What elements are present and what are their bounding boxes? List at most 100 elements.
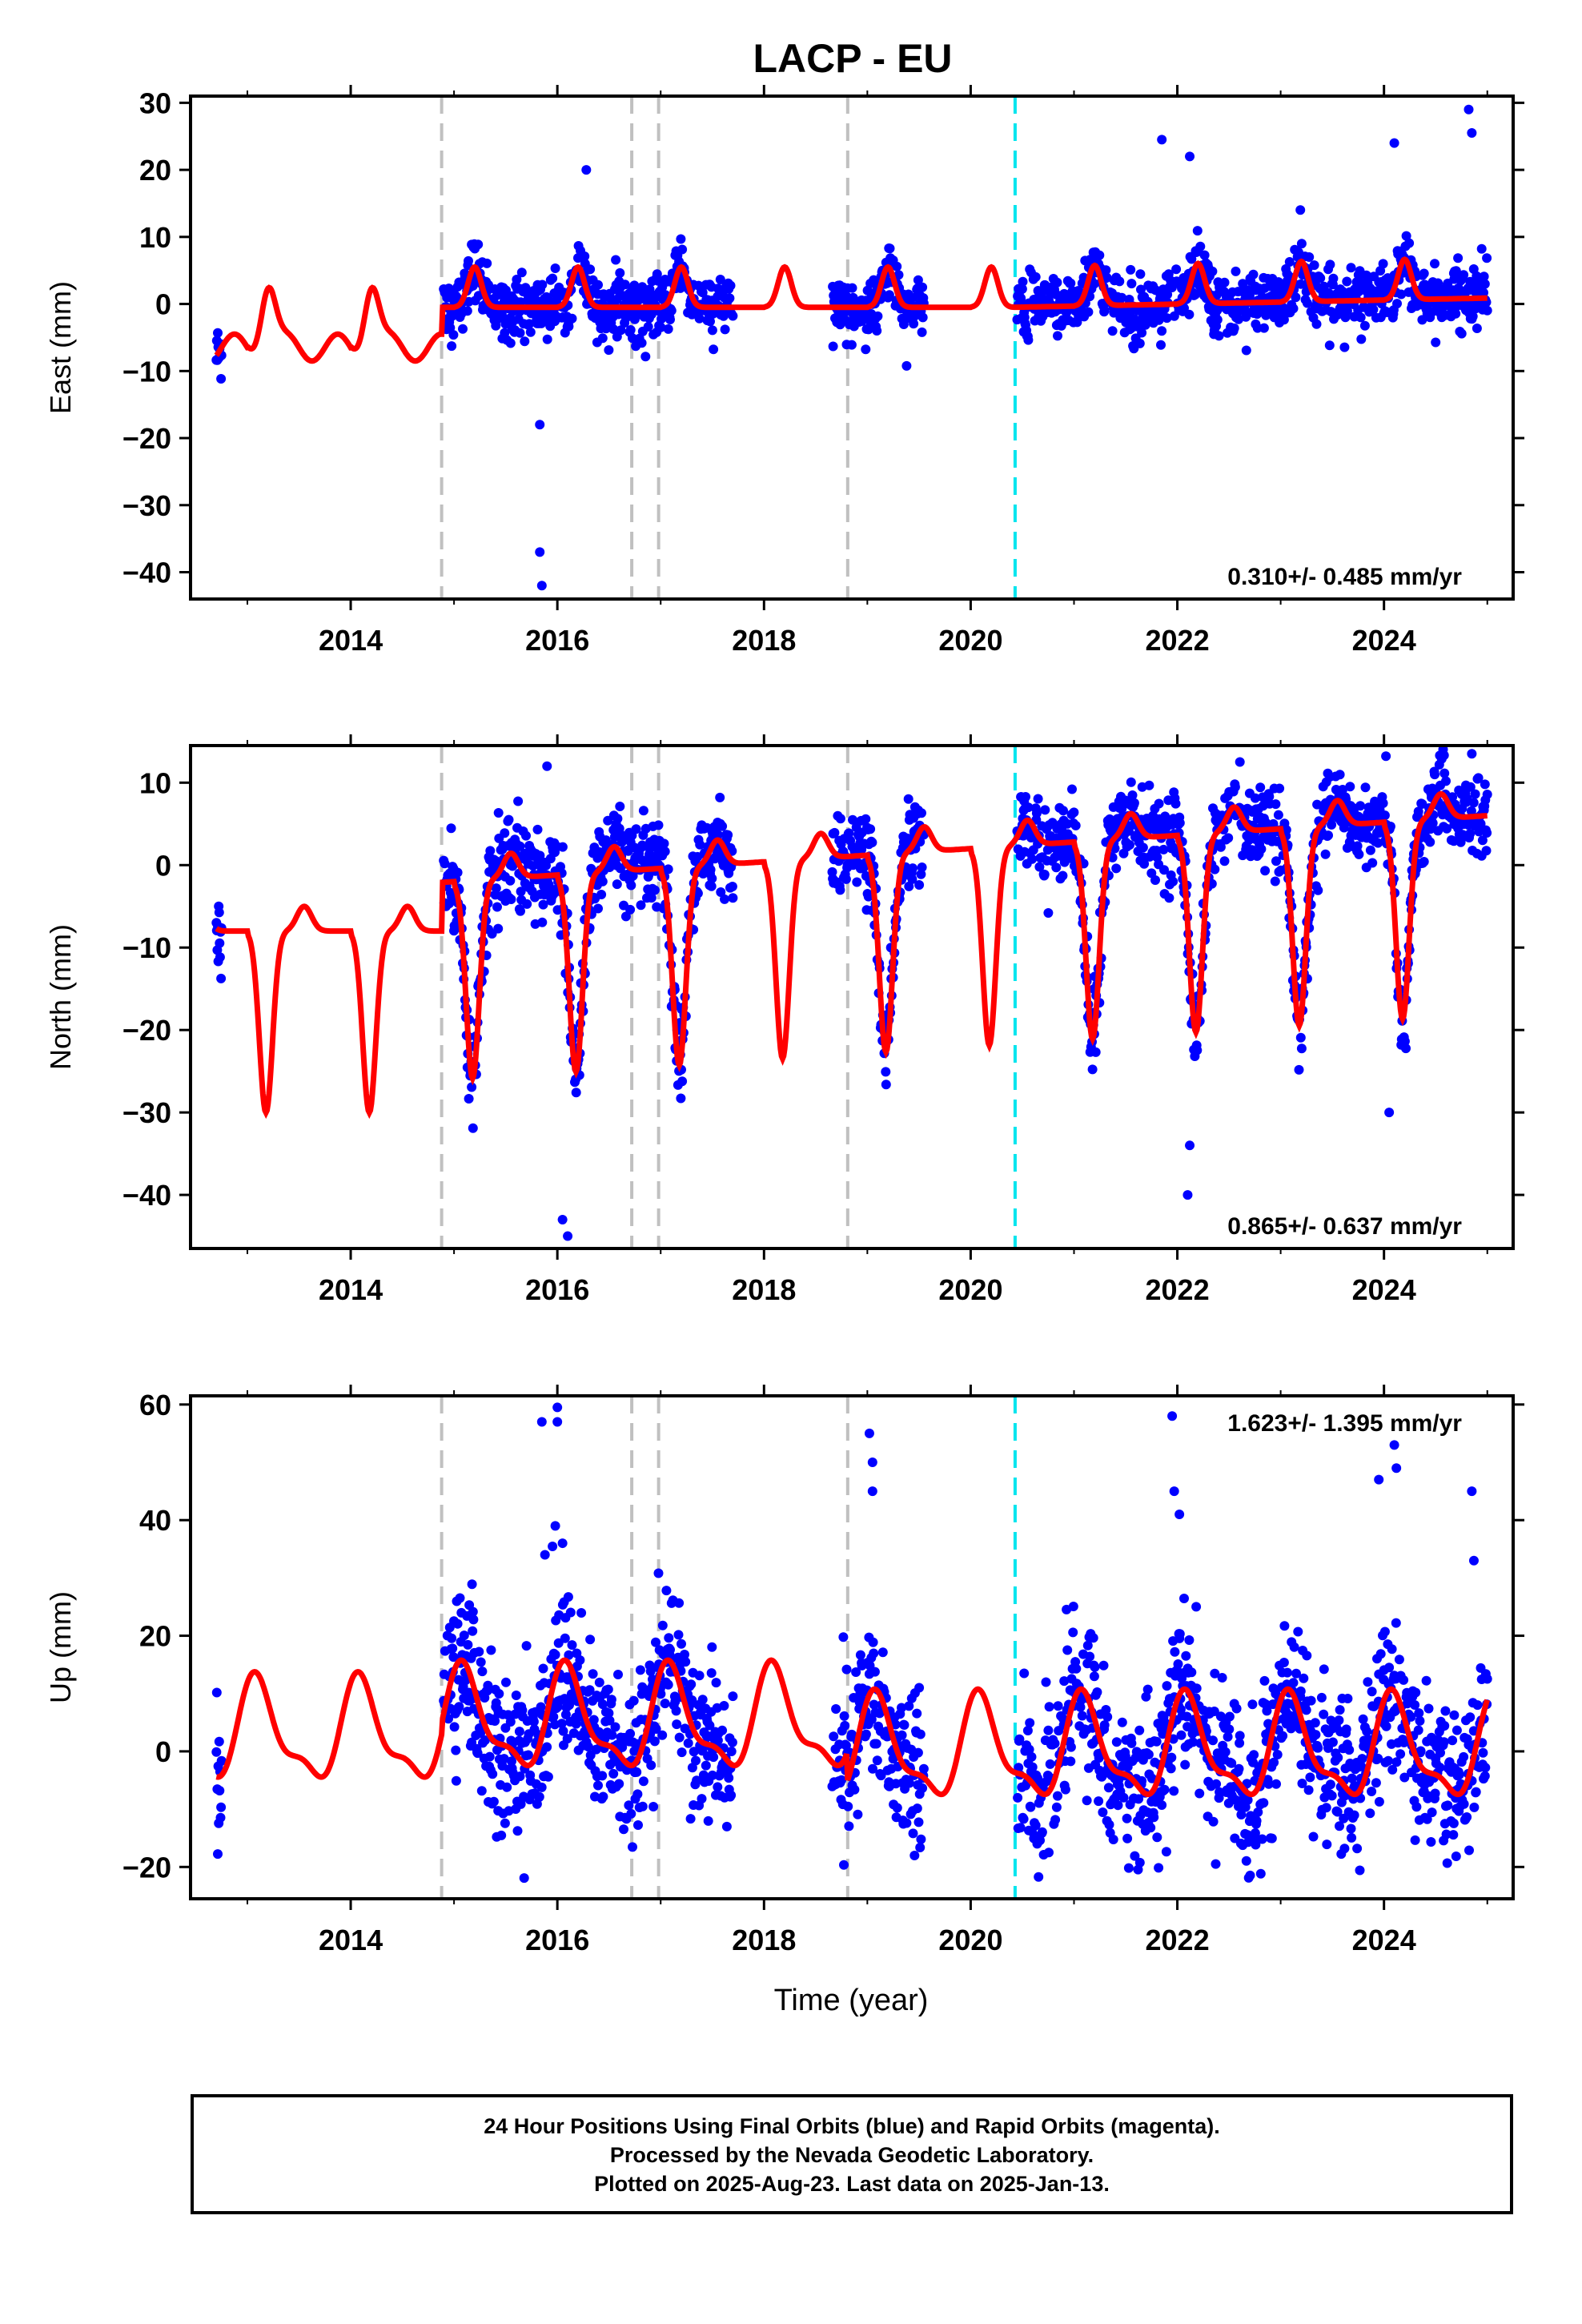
observation-point <box>1224 1724 1235 1735</box>
observation-point <box>1271 1779 1281 1789</box>
observation-point <box>608 1768 619 1779</box>
observation-point <box>512 275 522 284</box>
observation-point <box>576 1608 587 1618</box>
observation-point <box>1179 1594 1189 1603</box>
observation-point <box>1122 1813 1132 1823</box>
observation-point <box>1030 271 1041 282</box>
observation-point <box>1040 280 1050 290</box>
observation-point <box>1468 798 1479 808</box>
observation-point <box>1212 315 1223 325</box>
observation-point <box>1282 1667 1292 1678</box>
observation-point <box>1089 1671 1099 1682</box>
observation-point <box>1168 876 1178 887</box>
observation-point <box>1425 837 1435 847</box>
observation-point <box>500 828 510 838</box>
observation-point <box>213 1849 223 1860</box>
observation-point <box>452 867 463 878</box>
y-tick-label: 0 <box>155 849 171 882</box>
observation-point <box>917 862 927 872</box>
observation-point <box>631 824 641 834</box>
observation-point <box>1238 279 1248 289</box>
observation-point <box>828 341 838 352</box>
observation-point <box>1021 792 1030 802</box>
observation-point <box>505 875 516 886</box>
observation-point <box>1256 844 1267 854</box>
observation-point <box>707 325 717 336</box>
observation-point <box>1231 1703 1242 1714</box>
x-tick-label: 2020 <box>938 1924 1002 1956</box>
observation-point <box>908 292 917 303</box>
observation-point <box>1323 830 1333 841</box>
observation-point <box>838 1632 849 1642</box>
observation-point <box>1479 271 1489 282</box>
observation-point <box>1241 1856 1251 1866</box>
observation-point <box>532 824 543 834</box>
observation-point <box>1315 273 1326 283</box>
observation-point <box>1195 241 1206 251</box>
observation-point <box>1456 328 1467 339</box>
observation-point <box>1482 253 1492 263</box>
observation-point <box>611 255 621 265</box>
observation-point <box>1195 1788 1205 1799</box>
observation-point <box>1255 1868 1266 1879</box>
observation-point <box>493 923 504 934</box>
observation-point <box>1090 1662 1100 1672</box>
observation-point <box>897 1730 907 1740</box>
observation-point <box>1452 1725 1462 1735</box>
observation-point <box>881 1067 891 1077</box>
observation-point <box>1018 1814 1029 1824</box>
y-tick-label: −10 <box>122 931 171 964</box>
observation-point <box>1335 1705 1345 1715</box>
observation-point <box>892 1803 902 1813</box>
observation-point <box>1102 1711 1113 1722</box>
observation-point <box>468 1614 479 1625</box>
observation-point <box>536 581 547 591</box>
observation-point <box>1371 1778 1381 1788</box>
observation-point <box>1472 324 1482 333</box>
observation-point <box>677 244 688 255</box>
observation-point <box>215 938 225 948</box>
observation-point <box>1259 323 1269 333</box>
observation-point <box>1094 250 1105 260</box>
observation-point <box>1031 808 1042 818</box>
observation-point <box>1159 1784 1170 1795</box>
observation-point <box>677 1638 686 1649</box>
observation-point <box>506 895 516 904</box>
observation-point <box>901 360 912 371</box>
observation-point <box>1088 1633 1098 1643</box>
observation-point <box>505 338 516 348</box>
observation-point <box>694 313 705 324</box>
observation-point <box>494 1689 504 1699</box>
observation-point <box>869 1648 879 1659</box>
observation-point <box>563 1592 573 1602</box>
observation-point <box>1027 854 1038 864</box>
observation-point <box>1430 1788 1440 1799</box>
observation-point <box>588 1669 598 1679</box>
panels: 2014 2016 2018 2020 2022 20243020100−10−20−30… <box>44 85 1524 1956</box>
observation-point <box>1169 1786 1179 1796</box>
observation-point <box>1219 856 1230 866</box>
y-axis-label: North (mm) <box>44 924 77 1070</box>
observation-point <box>1320 849 1331 859</box>
observation-point <box>1278 1731 1288 1741</box>
observation-point <box>1085 1651 1095 1662</box>
observation-point <box>705 316 715 327</box>
observation-point <box>1343 1694 1353 1703</box>
observation-point <box>1087 1064 1098 1075</box>
observation-point <box>501 1677 511 1687</box>
observation-point <box>632 1767 642 1777</box>
observation-point <box>660 846 670 857</box>
observation-point <box>663 324 673 334</box>
observation-point <box>628 1842 637 1852</box>
observation-point <box>1302 298 1312 308</box>
observation-point <box>458 324 468 334</box>
observation-point <box>1231 266 1241 276</box>
observation-point <box>1303 1785 1314 1795</box>
observation-point <box>1339 1844 1350 1854</box>
observation-point <box>1482 828 1492 838</box>
observation-point <box>459 1630 469 1641</box>
observation-point <box>1275 783 1285 794</box>
observation-point <box>1325 259 1335 270</box>
observation-point <box>1103 1783 1114 1793</box>
